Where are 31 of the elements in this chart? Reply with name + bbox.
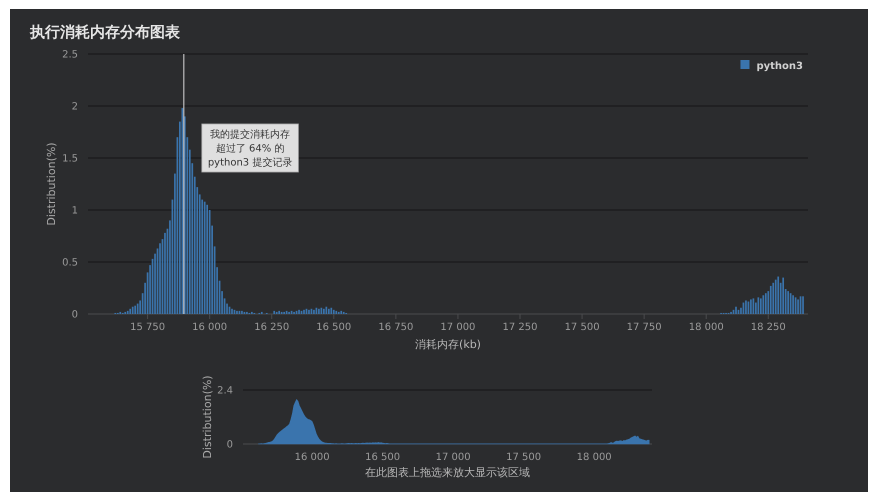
x-tick-label: 17 750 — [626, 322, 662, 333]
y-axis-title: Distribution(%) — [45, 142, 58, 226]
x-tick-label: 15 750 — [130, 322, 166, 333]
chart-title: 执行消耗内存分布图表 — [29, 23, 181, 41]
x-tick-label: 18 000 — [688, 322, 724, 333]
x-tick-label: 16 000 — [294, 452, 330, 463]
x-axis-title: 在此图表上拖选来放大显示该区域 — [365, 466, 530, 479]
x-tick-label: 17 000 — [436, 452, 471, 463]
x-tick-label: 16 250 — [254, 322, 290, 333]
y-tick-label: 2.5 — [62, 50, 78, 60]
y-tick-label: 0.5 — [62, 258, 78, 268]
legend-label: python3 — [756, 61, 804, 72]
x-axis-title: 消耗内存(kb) — [415, 338, 481, 351]
y-tick-label: 1.5 — [62, 154, 78, 164]
ref-line-label: 我的提交消耗内存超过了 64% 的 python3 提交记录 — [208, 128, 292, 168]
x-tick-label: 17 000 — [440, 322, 476, 333]
x-tick-label: 16 750 — [378, 322, 414, 333]
x-tick-label: 16 000 — [192, 322, 228, 333]
y-tick-label: 1 — [72, 206, 78, 216]
y-tick-label: 2 — [72, 102, 78, 112]
y-tick-label: 0 — [226, 440, 233, 450]
x-tick-label: 16 500 — [365, 452, 400, 463]
x-tick-label: 17 250 — [502, 322, 538, 333]
y-tick-label: 2.4 — [217, 386, 233, 396]
x-tick-label: 18 250 — [750, 322, 786, 333]
x-tick-label: 17 500 — [564, 322, 600, 333]
x-tick-label: 17 500 — [506, 452, 542, 463]
x-tick-label: 16 500 — [316, 322, 352, 333]
y-tick-label: 0 — [72, 310, 78, 320]
y-axis-title: Distribution(%) — [201, 375, 214, 459]
x-tick-label: 18 000 — [576, 452, 612, 463]
